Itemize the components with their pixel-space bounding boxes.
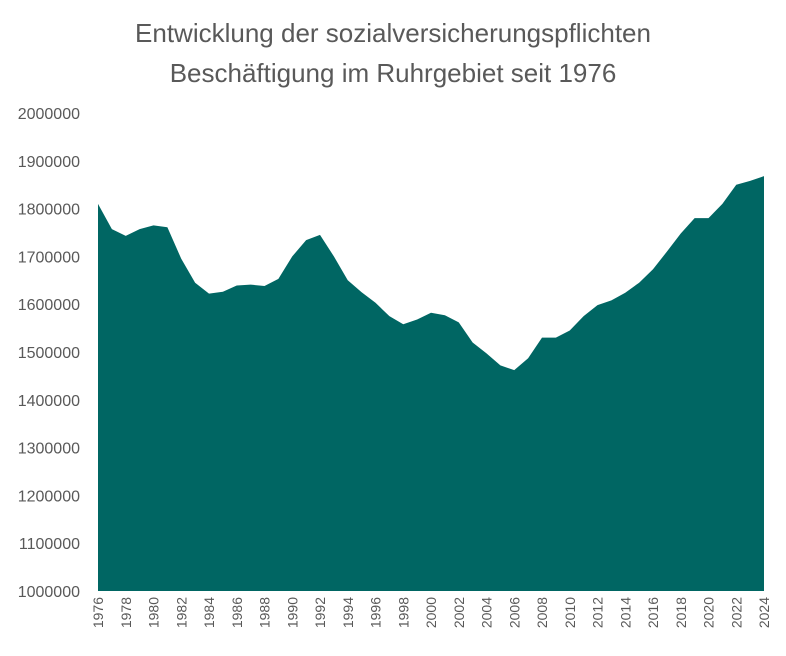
- x-tick-label: 1996: [368, 597, 384, 628]
- x-tick-label: 2004: [479, 597, 495, 628]
- x-tick-label: 2014: [617, 597, 633, 628]
- x-tick-label: 2012: [590, 597, 606, 628]
- x-tick-label: 1992: [312, 597, 328, 628]
- chart-title-line-2: Beschäftigung im Ruhrgebiet seit 1976: [170, 58, 617, 88]
- y-tick-label: 1000000: [18, 584, 80, 601]
- y-tick-label: 1200000: [18, 488, 80, 505]
- x-tick-label: 2024: [756, 597, 772, 628]
- y-tick-label: 1100000: [19, 536, 80, 553]
- x-tick-label: 1986: [229, 597, 245, 628]
- x-tick-label: 2020: [701, 597, 717, 628]
- x-tick-label: 2006: [506, 597, 522, 628]
- x-tick-label: 2010: [562, 597, 578, 628]
- y-tick-label: 1600000: [18, 297, 80, 314]
- y-tick-label: 1500000: [18, 345, 80, 362]
- x-tick-label: 1982: [173, 597, 189, 628]
- x-tick-label: 1998: [395, 597, 411, 628]
- y-axis: 1000000 1100000 1200000 1300000 1400000 15000…: [18, 106, 80, 601]
- x-tick-label: 2000: [423, 597, 439, 628]
- x-axis: 1976 1978 1980 1982 1984 1986 1988 1990 1992 1994…: [90, 597, 772, 628]
- y-tick-label: 1300000: [18, 441, 80, 458]
- chart-title: Entwicklung der sozialversicherungspflic…: [135, 18, 651, 88]
- y-tick-label: 1700000: [18, 249, 80, 266]
- y-tick-label: 1800000: [18, 202, 80, 219]
- x-tick-label: 1984: [201, 597, 217, 628]
- x-tick-label: 1980: [146, 597, 162, 628]
- x-tick-label: 1978: [118, 597, 134, 628]
- x-tick-label: 2008: [534, 597, 550, 628]
- x-tick-label: 1976: [90, 597, 106, 628]
- y-tick-label: 2000000: [18, 106, 80, 123]
- x-tick-label: 1990: [284, 597, 300, 628]
- plot-area: [98, 176, 764, 591]
- x-tick-label: 2018: [673, 597, 689, 628]
- area-series: [98, 176, 764, 591]
- y-tick-label: 1400000: [18, 393, 80, 410]
- y-tick-label: 1900000: [18, 154, 80, 171]
- x-tick-label: 2016: [645, 597, 661, 628]
- x-tick-label: 2002: [451, 597, 467, 628]
- x-tick-label: 1988: [257, 597, 273, 628]
- x-tick-label: 2022: [728, 597, 744, 628]
- chart-title-line-1: Entwicklung der sozialversicherungspflic…: [135, 18, 651, 48]
- x-tick-label: 1994: [340, 597, 356, 628]
